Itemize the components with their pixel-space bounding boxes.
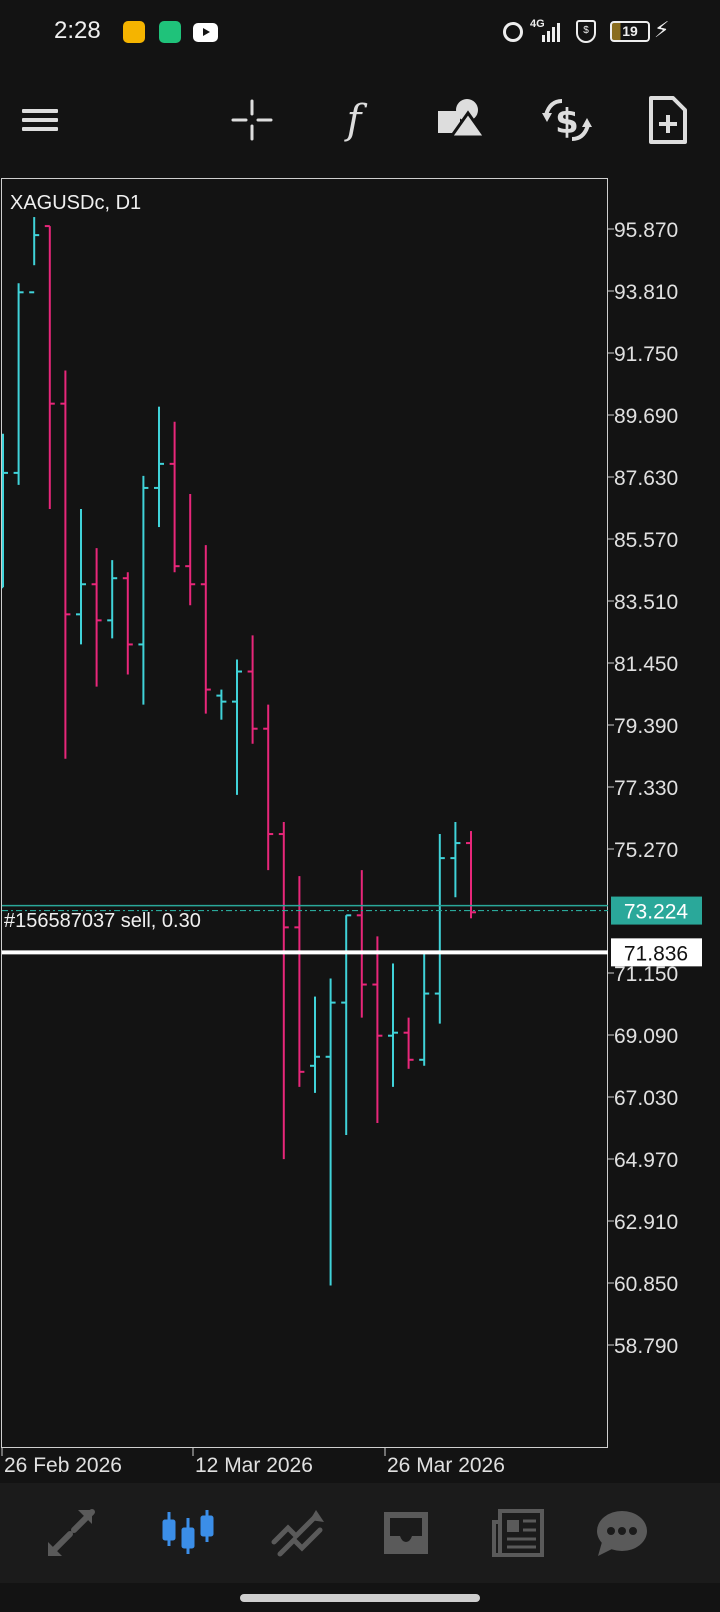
price-bars bbox=[2, 217, 476, 1286]
ohlc-bar bbox=[419, 951, 430, 1066]
function-icon[interactable]: f bbox=[346, 97, 362, 143]
news-icon[interactable] bbox=[482, 1483, 554, 1583]
ohlc-bar bbox=[169, 421, 180, 573]
ohlc-bar bbox=[154, 406, 164, 528]
objects-icon[interactable] bbox=[435, 90, 489, 150]
order-price-tag bbox=[611, 896, 702, 925]
ohlc-bar bbox=[200, 545, 211, 714]
price-tick-label: 67.030 bbox=[614, 1087, 678, 1110]
ohlc-bar bbox=[185, 493, 196, 606]
ohlc-bar bbox=[388, 963, 398, 1087]
ohlc-bar bbox=[247, 635, 258, 744]
chart-symbol: XAGUSDc, D1 bbox=[10, 192, 142, 214]
current-price-tag bbox=[611, 938, 702, 967]
price-tick-label: 75.270 bbox=[614, 839, 678, 862]
ohlc-bar bbox=[403, 1017, 414, 1069]
ohlc-bar bbox=[2, 433, 8, 589]
status-bar: 2:28 4G $ 19 ⚡ bbox=[0, 0, 720, 64]
youtube-icon bbox=[193, 23, 218, 42]
ohlc-bar bbox=[60, 370, 71, 759]
new-document-icon[interactable] bbox=[647, 90, 689, 150]
price-tick-label: 64.970 bbox=[614, 1149, 678, 1172]
ohlc-bar bbox=[278, 822, 289, 1160]
ohlc-bar bbox=[466, 831, 476, 919]
ohlc-bar bbox=[434, 834, 445, 1024]
ohlc-bar bbox=[216, 689, 227, 720]
chart-toolbar: f $ bbox=[0, 90, 720, 150]
time-tick-label: 12 Mar 2026 bbox=[195, 1454, 313, 1477]
order-price-text: 73.224 bbox=[624, 901, 689, 924]
order-label[interactable]: #156587037 sell, 0.30 bbox=[4, 910, 201, 932]
ohlc-bar bbox=[341, 914, 352, 1136]
ohlc-bar bbox=[138, 475, 149, 705]
price-tick-label: 93.810 bbox=[614, 281, 678, 304]
price-tick-label: 58.790 bbox=[614, 1335, 678, 1358]
ohlc-bar bbox=[372, 936, 383, 1123]
current-price-text: 71.836 bbox=[624, 942, 688, 965]
ohlc-bar bbox=[294, 876, 305, 1087]
ohlc-bar bbox=[232, 659, 242, 795]
price-tick-label: 69.090 bbox=[614, 1025, 678, 1048]
price-tick-label: 62.910 bbox=[614, 1211, 678, 1234]
shield-icon: $ bbox=[576, 20, 596, 43]
price-tick-label: 85.570 bbox=[614, 529, 678, 552]
ohlc-bar bbox=[325, 978, 336, 1286]
ohlc-bar bbox=[107, 560, 118, 639]
gesture-bar[interactable] bbox=[240, 1594, 480, 1602]
ohlc-bar bbox=[44, 225, 55, 509]
trade-icon[interactable] bbox=[262, 1483, 334, 1583]
price-tick-label: 81.450 bbox=[614, 653, 678, 676]
chat-icon[interactable] bbox=[586, 1483, 658, 1583]
price-tick-label: 89.690 bbox=[614, 405, 678, 428]
crosshair-icon[interactable] bbox=[229, 90, 275, 150]
keyhole-app-icon bbox=[123, 21, 145, 43]
network-type: 4G bbox=[530, 18, 545, 30]
menu-icon[interactable] bbox=[20, 90, 60, 150]
quotes-icon[interactable] bbox=[36, 1483, 108, 1583]
ohlc-bar bbox=[13, 283, 24, 485]
bottom-navigation bbox=[0, 1483, 720, 1583]
battery-icon: 19 bbox=[610, 21, 650, 42]
price-tick-label: 91.750 bbox=[614, 343, 678, 366]
status-indicators: 4G $ 19 ⚡ bbox=[490, 18, 720, 46]
signal-icon bbox=[542, 22, 564, 42]
time-tick-label: 26 Mar 2026 bbox=[387, 1454, 505, 1477]
ohlc-bar bbox=[122, 572, 133, 675]
ohlc-bar bbox=[76, 509, 86, 645]
history-icon[interactable] bbox=[370, 1483, 442, 1583]
price-tick-label: 77.330 bbox=[614, 777, 678, 800]
price-tick-label: 71.150 bbox=[614, 963, 678, 986]
price-tick-label: 95.870 bbox=[614, 219, 678, 242]
alarm-icon bbox=[503, 22, 523, 42]
chart-plot-area[interactable] bbox=[1, 178, 608, 1448]
svg-text:$: $ bbox=[555, 102, 579, 142]
battery-app-icon bbox=[159, 21, 181, 43]
ohlc-bar bbox=[450, 822, 461, 898]
price-tick-label: 79.390 bbox=[614, 715, 678, 738]
ohlc-bar bbox=[356, 870, 367, 1018]
chart-icon[interactable] bbox=[152, 1483, 224, 1583]
charging-icon: ⚡ bbox=[654, 18, 670, 43]
battery-level: 19 bbox=[622, 23, 638, 39]
price-tick-label: 87.630 bbox=[614, 467, 678, 490]
price-tick-label: 83.510 bbox=[614, 591, 678, 614]
ohlc-bar bbox=[310, 996, 320, 1093]
trade-icon[interactable]: $ bbox=[540, 90, 594, 150]
ohlc-bar bbox=[91, 548, 102, 687]
time-tick-label: 26 Feb 2026 bbox=[4, 1454, 122, 1477]
ohlc-bar bbox=[29, 217, 40, 294]
price-tick-label: 60.850 bbox=[614, 1273, 678, 1296]
ohlc-bar bbox=[263, 704, 274, 871]
status-time: 2:28 bbox=[54, 17, 101, 44]
